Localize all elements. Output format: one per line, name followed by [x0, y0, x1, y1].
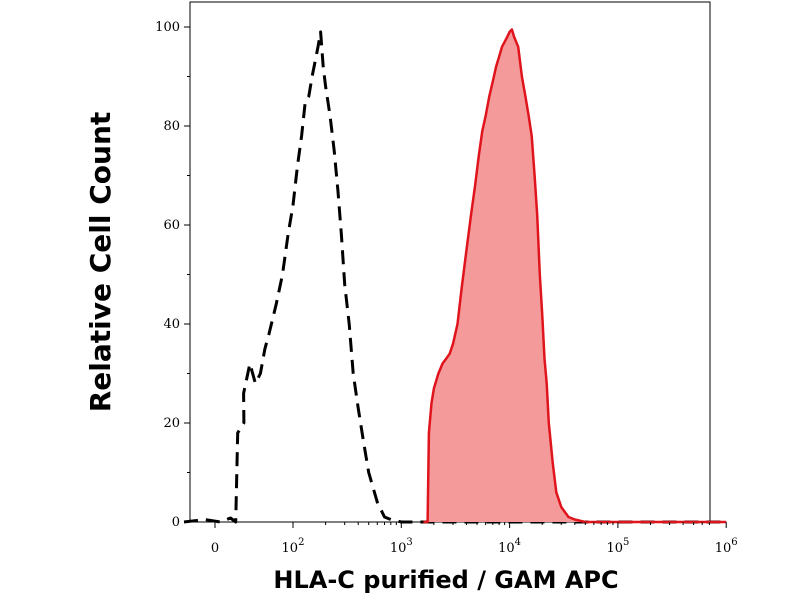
y-tick-label: 60 [163, 218, 180, 233]
x-axis: 0 102 103 104 105 106 [211, 522, 738, 556]
y-tick-label: 100 [155, 20, 180, 35]
y-axis-label: Relative Cell Count [84, 112, 117, 413]
series-layer [183, 28, 727, 524]
y-tick-label: 20 [163, 416, 180, 431]
x-tick-label: 104 [498, 537, 521, 556]
y-tick-label: 0 [172, 515, 180, 530]
x-axis-label: HLA-C purified / GAM APC [273, 566, 618, 594]
x-tick-label: 105 [606, 537, 629, 556]
x-tick-label: 0 [211, 541, 219, 556]
y-axis: 0 20 40 60 80 100 [155, 20, 190, 530]
series-1-line [423, 28, 727, 524]
y-tick-label: 80 [163, 119, 180, 134]
series-0-line [183, 30, 727, 524]
x-tick-label: 102 [282, 537, 305, 556]
series-1-area [423, 29, 727, 522]
x-tick-label: 106 [715, 537, 738, 556]
y-tick-label: 40 [163, 317, 180, 332]
x-tick-label: 103 [390, 537, 413, 556]
